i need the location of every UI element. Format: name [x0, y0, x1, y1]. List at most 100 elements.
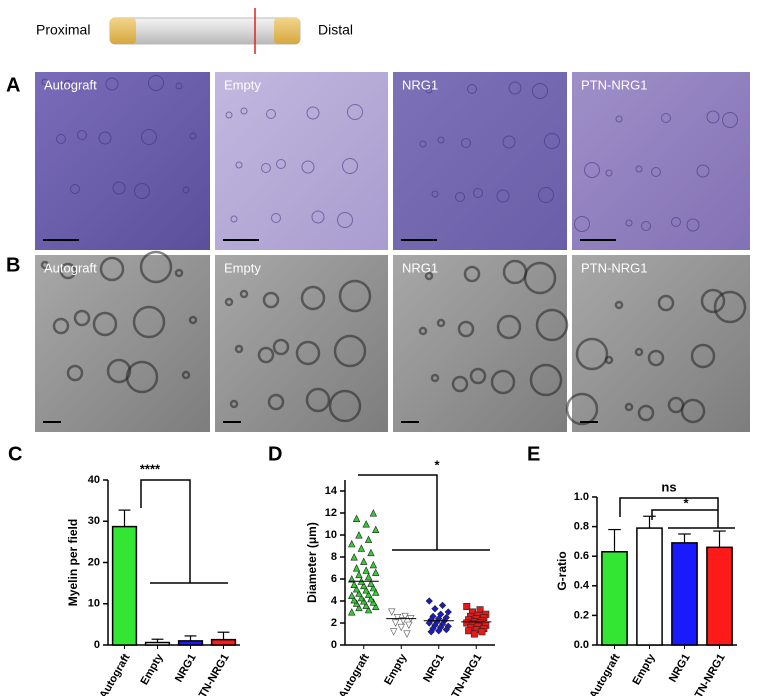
micrograph-texture — [148, 75, 164, 91]
micrograph-texture — [347, 104, 363, 120]
y-tick-label: 12 — [325, 507, 337, 519]
micrograph-texture — [235, 161, 243, 169]
data-point — [470, 630, 478, 638]
y-tick-label: 8 — [331, 551, 337, 563]
data-point — [399, 617, 407, 625]
data-point — [348, 608, 356, 616]
micrograph — [393, 72, 567, 250]
micrograph-texture — [230, 215, 238, 223]
micrograph-texture — [181, 370, 191, 380]
bar — [177, 640, 204, 646]
micrograph-texture — [508, 81, 522, 95]
micrograph-texture — [490, 369, 516, 395]
data-point — [372, 568, 380, 576]
micrograph-texture — [706, 110, 720, 124]
micrograph-texture — [301, 160, 315, 174]
data-point — [364, 535, 373, 543]
significance-label: * — [683, 495, 689, 510]
micrograph-texture — [300, 285, 326, 311]
micrograph-texture — [175, 82, 183, 90]
micrograph-texture — [624, 402, 634, 412]
micrograph — [35, 255, 210, 432]
data-point — [388, 608, 396, 616]
data-point — [355, 570, 363, 579]
data-point — [348, 591, 356, 599]
micrograph-texture — [337, 212, 353, 228]
micrograph-texture — [455, 192, 465, 202]
micrograph-texture — [59, 262, 77, 280]
bar — [601, 551, 628, 646]
significance-label: * — [434, 457, 440, 472]
micrograph-texture — [713, 290, 747, 324]
micrograph-texture — [41, 78, 49, 86]
micrograph-texture — [40, 260, 50, 270]
micrograph-texture — [272, 338, 290, 356]
micrograph-texture — [240, 107, 248, 115]
data-point — [393, 614, 402, 622]
image-label: NRG1 — [402, 260, 438, 275]
data-point — [397, 623, 405, 632]
data-point — [403, 630, 411, 638]
data-point — [425, 619, 433, 627]
micrograph-texture — [502, 135, 516, 149]
significance-bracket — [140, 479, 191, 583]
micrograph — [35, 72, 210, 250]
distal-label: Distal — [318, 22, 353, 38]
micrograph-texture — [66, 364, 84, 382]
y-tick-label: 40 — [88, 474, 100, 486]
data-point — [362, 601, 370, 609]
micrograph-texture — [647, 349, 665, 367]
micrograph-texture — [641, 221, 651, 231]
proximal-label: Proximal — [36, 22, 90, 38]
data-point — [444, 608, 452, 616]
x-tick-label: Autograft — [97, 652, 132, 696]
data-point — [427, 628, 435, 636]
data-point — [362, 520, 370, 528]
data-point — [372, 588, 380, 596]
micrograph-texture — [92, 311, 118, 337]
micrograph-texture — [174, 268, 184, 278]
data-point — [391, 619, 400, 627]
data-point — [348, 539, 356, 548]
micrograph-texture — [234, 344, 244, 354]
micrograph-texture — [625, 219, 633, 227]
micrograph-texture — [338, 279, 372, 313]
micrograph-texture — [106, 358, 132, 384]
micrograph-texture — [271, 213, 281, 223]
data-point — [442, 625, 450, 634]
data-point — [369, 583, 378, 592]
micrograph-texture — [266, 109, 276, 119]
micrograph-texture — [436, 318, 446, 328]
y-tick-label: 0 — [331, 639, 337, 651]
micrograph-texture — [52, 317, 70, 335]
data-point — [364, 572, 373, 581]
data-point — [367, 548, 375, 557]
data-point — [401, 612, 409, 621]
data-point — [431, 605, 439, 613]
micrograph-texture — [457, 320, 475, 338]
bar — [706, 546, 733, 646]
image-label: Empty — [224, 77, 261, 92]
micrograph-texture — [605, 169, 613, 177]
y-tick-label: 0.2 — [574, 609, 589, 621]
micrograph-texture — [77, 130, 87, 140]
micrograph-texture — [139, 250, 173, 284]
micrograph-texture — [132, 305, 166, 339]
micrograph-texture — [469, 367, 487, 385]
micrograph-texture — [125, 360, 159, 394]
data-point — [352, 514, 361, 522]
micrograph-texture — [463, 265, 481, 283]
y-tick-label: 14 — [325, 485, 338, 497]
micrograph-texture — [657, 294, 675, 312]
x-tick-label: PTN-NRG1 — [689, 652, 728, 696]
micrograph-texture — [535, 308, 569, 342]
panel-label: D — [268, 443, 282, 465]
micrograph-texture — [461, 138, 471, 148]
micrograph-texture — [305, 387, 331, 413]
significance-bracket — [651, 509, 718, 520]
x-tick-label: Autograft — [587, 652, 622, 696]
image-label: Autograft — [44, 260, 97, 275]
micrograph-texture — [99, 256, 125, 282]
y-tick-label: 4 — [331, 595, 338, 607]
significance-bracket — [619, 497, 719, 528]
